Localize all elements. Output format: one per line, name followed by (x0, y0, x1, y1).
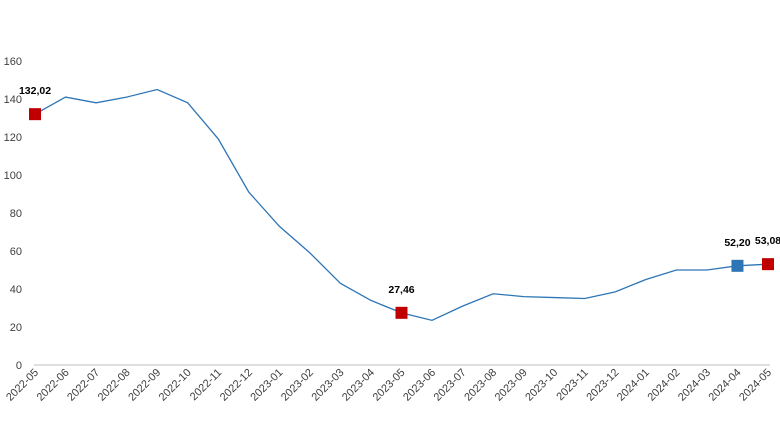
y-tick-label: 80 (10, 208, 22, 220)
y-tick-label: 60 (10, 246, 22, 258)
x-tick-label: 2023-10 (523, 367, 560, 404)
x-tick-label: 2024-03 (676, 367, 713, 404)
x-tick-label: 2023-06 (401, 367, 438, 404)
data-label: 27,46 (388, 284, 414, 296)
x-tick-label: 2023-05 (371, 367, 408, 404)
y-tick-label: 140 (4, 94, 22, 106)
y-tick-label: 100 (4, 170, 22, 182)
y-axis-ticks: 0 20 40 60 80 100 120 140 160 (4, 56, 22, 372)
highlight-markers (29, 108, 774, 319)
x-tick-label: 2023-09 (493, 367, 530, 404)
highlight-marker (395, 306, 408, 319)
x-tick-label: 2023-07 (432, 367, 469, 404)
x-tick-label: 2023-11 (554, 367, 590, 403)
y-tick-label: 40 (10, 284, 22, 296)
highlight-marker (762, 258, 774, 271)
x-tick-label: 2023-04 (340, 367, 377, 404)
data-label: 53,08 (755, 235, 780, 247)
x-tick-label: 2024-05 (737, 367, 774, 404)
data-labels: 132,02 27,46 52,20 53,08 (19, 85, 780, 296)
x-tick-label: 2022-05 (4, 367, 41, 404)
highlight-marker (731, 259, 744, 272)
x-tick-label: 2024-01 (615, 367, 652, 404)
x-tick-label: 2022-12 (218, 367, 255, 404)
highlight-marker (29, 108, 41, 121)
x-tick-label: 2023-03 (310, 367, 347, 404)
y-tick-label: 120 (4, 132, 22, 144)
y-tick-label: 0 (16, 360, 22, 372)
y-tick-label: 160 (4, 56, 22, 68)
x-tick-label: 2022-10 (157, 367, 194, 404)
x-tick-label: 2023-01 (248, 367, 285, 404)
x-axis-ticks: 2022-052022-062022-072022-082022-092022-… (4, 367, 774, 404)
data-label: 132,02 (19, 85, 51, 97)
x-tick-label: 2022-11 (188, 367, 224, 403)
x-tick-label: 2022-09 (126, 367, 163, 404)
x-tick-label: 2022-08 (96, 367, 133, 404)
x-tick-label: 2023-02 (279, 367, 316, 404)
x-tick-label: 2023-08 (462, 367, 499, 404)
x-tick-label: 2023-12 (584, 367, 621, 404)
x-tick-label: 2022-06 (35, 367, 72, 404)
x-tick-label: 2024-04 (707, 367, 744, 404)
data-label: 52,20 (724, 237, 750, 249)
y-tick-label: 20 (10, 322, 22, 334)
x-tick-label: 2024-02 (645, 367, 682, 404)
x-tick-label: 2022-07 (65, 367, 102, 404)
